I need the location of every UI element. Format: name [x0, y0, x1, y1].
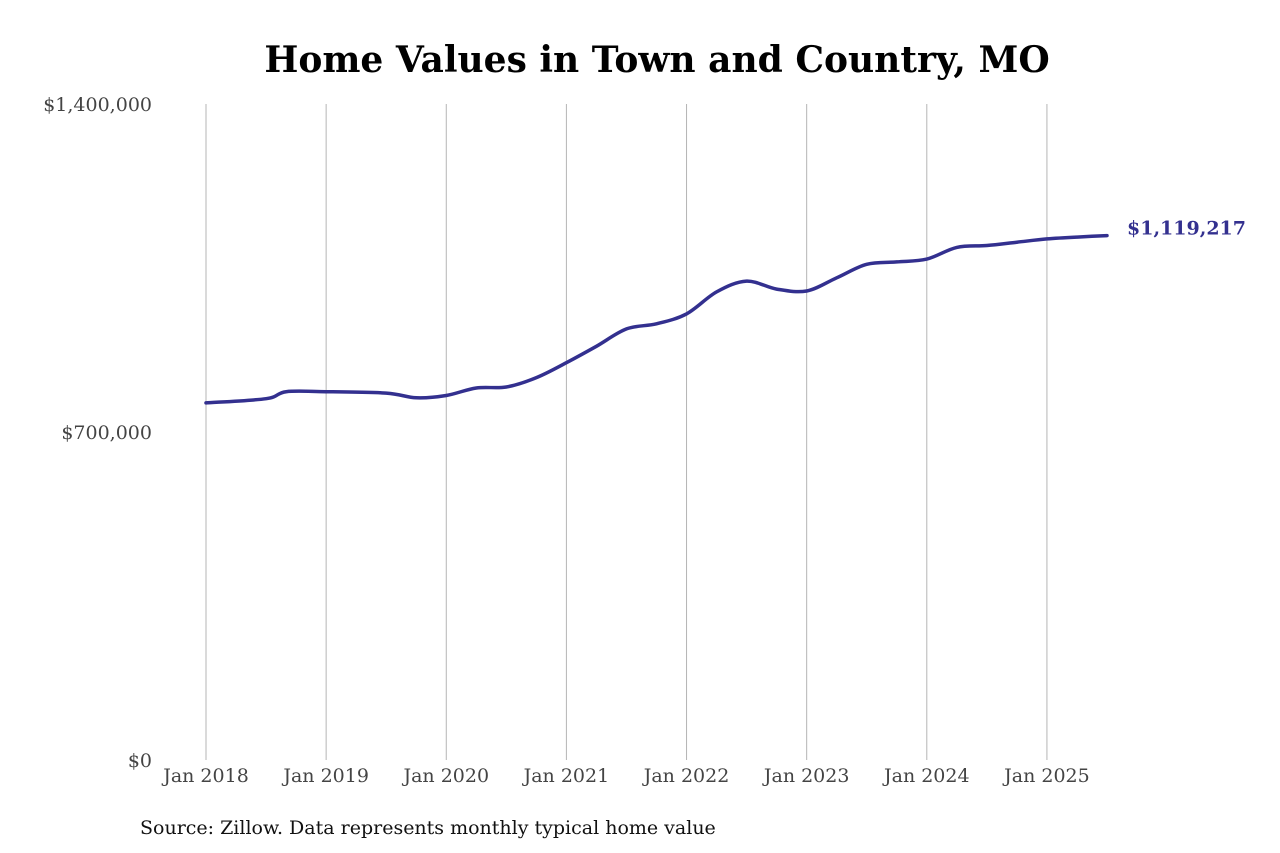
y-tick-label: $1,400,000 [43, 94, 152, 116]
data-point [285, 390, 288, 393]
data-point [835, 276, 838, 279]
data-point [325, 390, 328, 393]
x-tick-label: Jan 2019 [281, 765, 369, 787]
data-point [1015, 241, 1018, 244]
x-tick-label: Jan 2021 [522, 765, 610, 787]
data-point [745, 280, 748, 283]
x-axis-tick-labels: Jan 2018 Jan 2019 Jan 2020 Jan 2021 Jan 2022… [161, 765, 1090, 787]
x-tick-label: Jan 2018 [161, 765, 249, 787]
source-note: Source: Zillow. Data represents monthly … [140, 817, 716, 839]
data-point [985, 244, 988, 247]
data-point [265, 397, 268, 400]
data-point [775, 288, 778, 291]
data-point [535, 376, 538, 379]
end-value-label: $1,119,217 [1127, 218, 1246, 240]
data-point [1075, 236, 1078, 239]
data-point [505, 386, 508, 389]
data-point [415, 396, 418, 399]
data-point [865, 263, 868, 266]
y-tick-label: $700,000 [61, 422, 152, 444]
x-tick-label: Jan 2025 [1002, 765, 1090, 787]
series-line [204, 233, 1109, 405]
data-point [655, 322, 658, 325]
data-point [1106, 234, 1109, 237]
data-point [625, 327, 628, 330]
x-tick-label: Jan 2022 [642, 765, 730, 787]
y-axis-tick-labels: $0 $700,000 $1,400,000 [43, 94, 152, 772]
data-point [595, 345, 598, 348]
data-point [685, 312, 688, 315]
data-point [955, 246, 958, 249]
y-tick-label: $0 [128, 750, 152, 772]
gridlines [205, 104, 1048, 760]
data-point [475, 386, 478, 389]
x-tick-label: Jan 2024 [882, 765, 970, 787]
data-point [895, 260, 898, 263]
data-point [1045, 237, 1048, 240]
data-point [565, 361, 568, 364]
data-point [205, 401, 208, 404]
data-point [925, 258, 928, 261]
data-point [385, 392, 388, 395]
x-tick-label: Jan 2023 [762, 765, 850, 787]
data-point [715, 290, 718, 293]
data-points [205, 234, 1109, 404]
data-point [445, 394, 448, 397]
x-tick-label: Jan 2020 [401, 765, 489, 787]
data-point [805, 289, 808, 292]
chart-title: Home Values in Town and Country, MO [264, 39, 1049, 81]
